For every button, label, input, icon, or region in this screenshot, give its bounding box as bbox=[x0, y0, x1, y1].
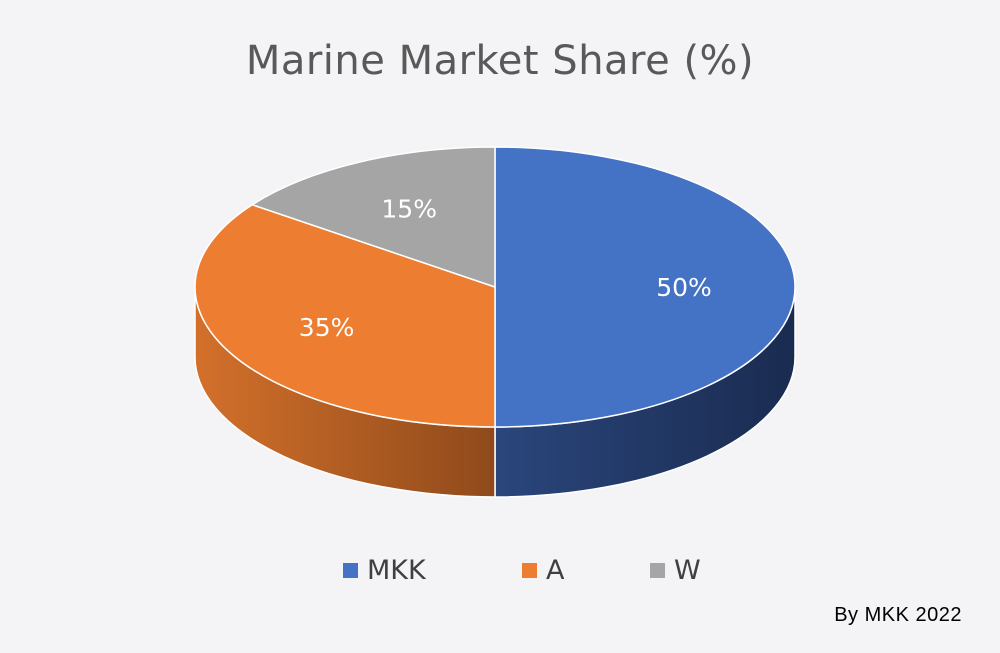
pie-labels: 50% 35% 15% bbox=[299, 194, 712, 342]
legend-swatch-a bbox=[522, 563, 537, 578]
legend-item-a: A bbox=[522, 555, 564, 586]
pie-tops bbox=[194, 146, 796, 428]
legend-item-mkk: MKK bbox=[343, 555, 426, 586]
legend-swatch-w bbox=[650, 563, 665, 578]
credit-text: By MKK 2022 bbox=[834, 604, 962, 626]
legend-label-a: A bbox=[546, 555, 565, 586]
legend-label-w: W bbox=[674, 555, 701, 586]
pie-slice-mkk bbox=[494, 146, 796, 428]
legend-label-mkk: MKK bbox=[367, 555, 426, 586]
pie-slice-w bbox=[251, 146, 496, 288]
legend-item-w: W bbox=[650, 555, 701, 586]
data-label-w: 15% bbox=[381, 194, 437, 223]
pie-slice-a bbox=[194, 203, 496, 428]
data-label-a: 35% bbox=[299, 313, 355, 342]
chart-title: Marine Market Share (%) bbox=[245, 38, 755, 84]
legend: MKK A W bbox=[0, 555, 1000, 595]
data-label-mkk: 50% bbox=[656, 273, 712, 302]
legend-swatch-mkk bbox=[343, 563, 358, 578]
